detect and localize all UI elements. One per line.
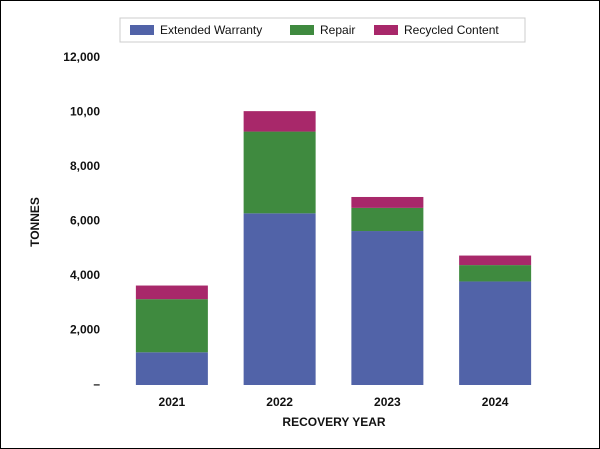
legend-swatch: [130, 25, 154, 35]
y-tick-label: 10,00: [70, 105, 100, 119]
y-tick-label: 4,000: [70, 268, 100, 282]
bar-segment: [135, 299, 208, 353]
bar-segment: [351, 231, 424, 385]
bar-segment: [459, 281, 532, 385]
bar-segment: [243, 131, 316, 214]
x-axis-title: RECOVERY YEAR: [282, 415, 385, 429]
y-tick-label: 12,000: [63, 50, 100, 64]
legend-label: Recycled Content: [404, 23, 499, 37]
y-tick-label: 2,000: [70, 323, 100, 337]
bar-segment: [351, 196, 424, 208]
y-tick-label: 8,000: [70, 159, 100, 173]
x-tick-label: 2023: [374, 395, 401, 409]
legend-swatch: [374, 25, 398, 35]
bar-segment: [135, 285, 208, 300]
legend-label: Extended Warranty: [160, 23, 262, 37]
x-tick-label: 2021: [159, 395, 186, 409]
legend-label: Repair: [320, 23, 355, 37]
bar-segment: [135, 352, 208, 385]
x-tick-label: 2022: [266, 395, 293, 409]
bar-segment: [243, 111, 316, 132]
bar-segment: [459, 265, 532, 282]
legend-box: [119, 17, 526, 43]
y-tick-label: –: [93, 377, 100, 391]
bar-segment: [243, 213, 316, 385]
y-axis-title: TONNES: [28, 197, 42, 247]
y-tick-label: 6,000: [70, 214, 100, 228]
bar-segment: [459, 255, 532, 266]
x-tick-label: 2024: [482, 395, 509, 409]
bar-segment: [351, 207, 424, 232]
legend-swatch: [290, 25, 314, 35]
